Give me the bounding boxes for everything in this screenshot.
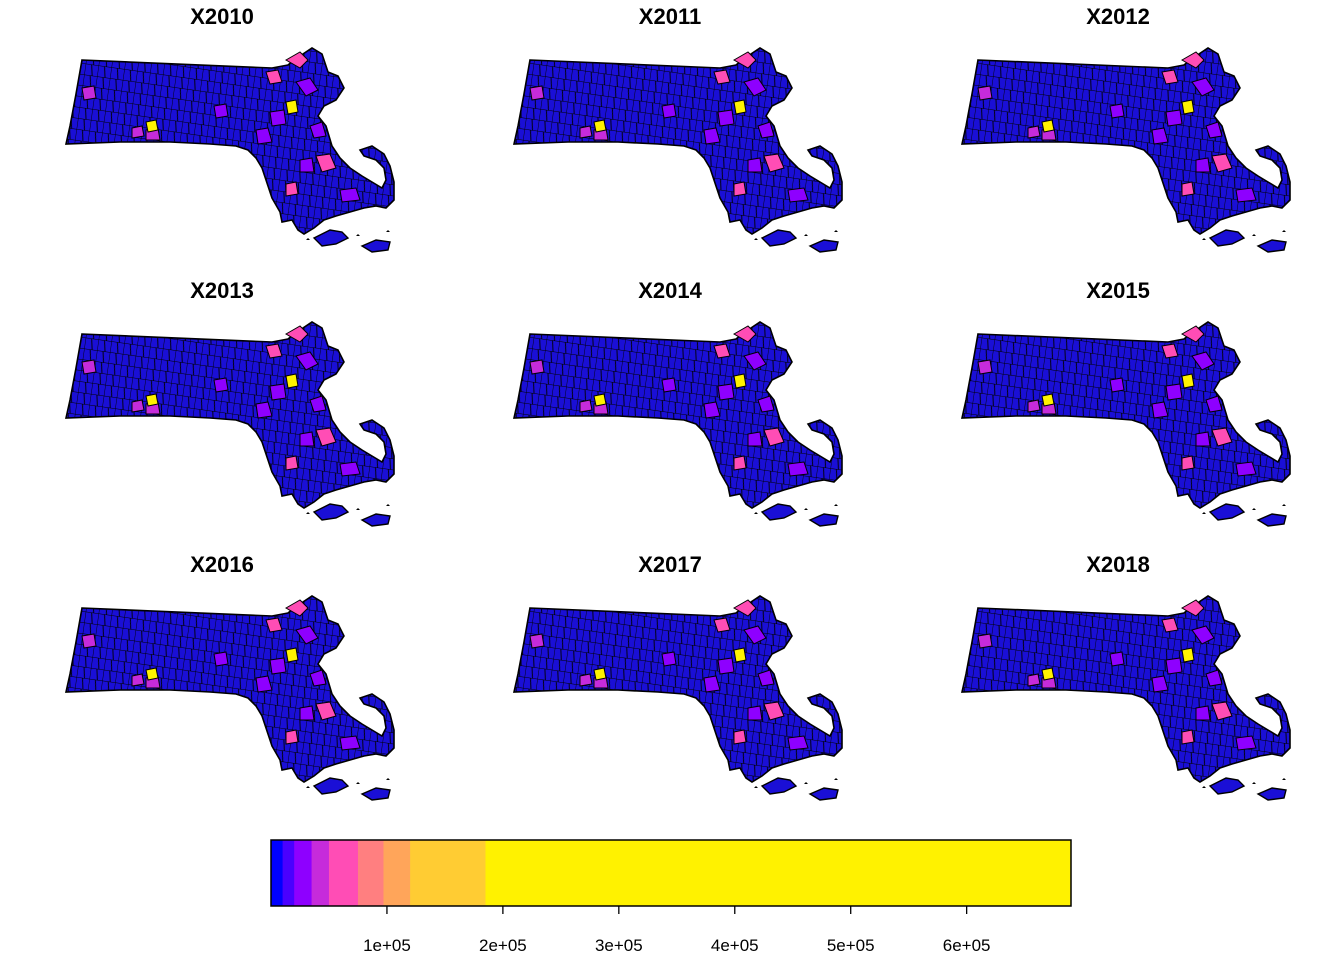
legend-tick-label: 6e+05 bbox=[943, 936, 991, 955]
legend-tick-label: 4e+05 bbox=[711, 936, 759, 955]
map-panel-x2011: X2011 bbox=[513, 4, 843, 253]
panel-title: X2012 bbox=[1086, 4, 1150, 29]
panel-title: X2011 bbox=[639, 4, 701, 29]
map-panel-x2010: X2010 bbox=[65, 4, 395, 253]
massachusetts-town-map bbox=[513, 321, 843, 527]
massachusetts-town-map bbox=[65, 47, 395, 253]
map-panel-x2014: X2014 bbox=[513, 278, 843, 527]
massachusetts-town-map bbox=[961, 595, 1291, 801]
massachusetts-town-map bbox=[65, 595, 395, 801]
legend-frame bbox=[270, 839, 1072, 907]
panel-title: X2018 bbox=[1086, 552, 1150, 577]
panel-title: X2015 bbox=[1086, 278, 1150, 303]
map-panel-x2015: X2015 bbox=[961, 278, 1291, 527]
map-panel-x2012: X2012 bbox=[961, 4, 1291, 253]
legend-tick-label: 2e+05 bbox=[479, 936, 527, 955]
legend-color-band bbox=[410, 840, 486, 906]
legend-color-band bbox=[485, 840, 1072, 906]
massachusetts-town-map bbox=[513, 595, 843, 801]
massachusetts-town-map bbox=[961, 47, 1291, 253]
legend-color-band bbox=[357, 840, 384, 906]
massachusetts-town-map bbox=[513, 47, 843, 253]
panel-title: X2016 bbox=[190, 552, 254, 577]
legend-color-band bbox=[311, 840, 330, 906]
legend-tick-label: 5e+05 bbox=[827, 936, 875, 955]
map-panel-x2016: X2016 bbox=[65, 552, 395, 801]
legend-color-band bbox=[294, 840, 313, 906]
map-panel-x2018: X2018 bbox=[961, 552, 1291, 801]
map-panel-x2017: X2017 bbox=[513, 552, 843, 801]
legend-color-band bbox=[383, 840, 411, 906]
legend-color-band bbox=[271, 840, 284, 906]
massachusetts-town-map bbox=[65, 321, 395, 527]
color-legend: 1e+05 2e+05 3e+05 4e+05 5e+05 6e+05 bbox=[270, 839, 1072, 955]
legend-color-band bbox=[328, 840, 359, 906]
panel-title: X2010 bbox=[190, 4, 254, 29]
legend-tick-label: 3e+05 bbox=[595, 936, 643, 955]
map-panel-x2013: X2013 bbox=[65, 278, 395, 527]
massachusetts-town-map bbox=[961, 321, 1291, 527]
legend-tick-label: 1e+05 bbox=[363, 936, 411, 955]
legend-color-band bbox=[282, 840, 295, 906]
panel-title: X2014 bbox=[638, 278, 702, 303]
panel-title: X2017 bbox=[638, 552, 702, 577]
panel-title: X2013 bbox=[190, 278, 254, 303]
